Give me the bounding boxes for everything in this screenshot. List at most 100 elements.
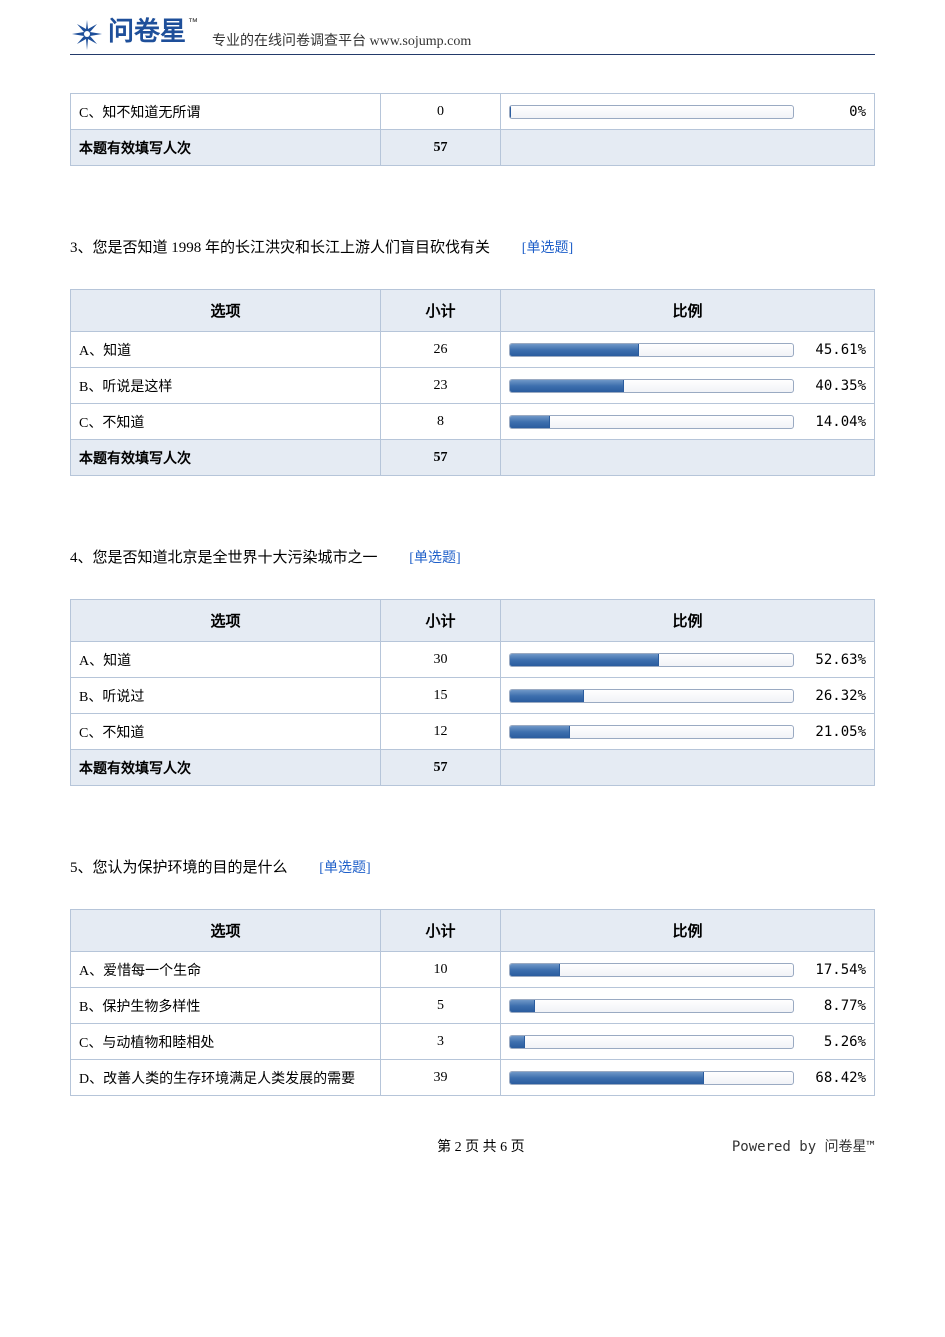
result-table: 选项 小计 比例 A、知道 30 52.63% B、听说过 15 26.32% … [70,599,875,786]
option-label: A、知道 [71,332,381,368]
question-text: 您认为保护环境的目的是什么 [93,860,288,876]
ratio-bar: 0% [509,104,866,120]
logo-tm: ™ [188,17,198,28]
table-row: D、改善人类的生存环境满足人类发展的需要 39 68.42% [71,1060,875,1096]
question-title: 3、您是否知道 1998 年的长江洪灾和长江上游人们盲目砍伐有关 [单选题] [70,236,875,257]
bar-fill [510,1000,535,1012]
total-count: 57 [381,750,501,786]
total-row: 本题有效填写人次 57 [71,440,875,476]
bar-track [509,105,794,119]
option-count: 8 [381,404,501,440]
header-ratio: 比例 [501,290,875,332]
header-option: 选项 [71,290,381,332]
logo-name: 问卷星 [108,16,186,46]
bar-percent: 52.63% [794,652,866,668]
bar-fill [510,344,639,356]
question-title: 4、您是否知道北京是全世界十大污染城市之一 [单选题] [70,546,875,567]
option-ratio: 26.32% [501,678,875,714]
logo-text: 问卷星™ [108,18,198,44]
bar-track [509,343,794,357]
option-ratio: 40.35% [501,368,875,404]
header-count: 小计 [381,910,501,952]
question-text: 您是否知道北京是全世界十大污染城市之一 [93,550,378,566]
option-count: 12 [381,714,501,750]
option-label: B、听说过 [71,678,381,714]
option-count: 39 [381,1060,501,1096]
table-row: C、与动植物和睦相处 3 5.26% [71,1024,875,1060]
page-footer: 第 2 页 共 6 页 Powered by 问卷星™ [0,1130,945,1170]
total-count: 57 [381,130,501,166]
result-table: 选项 小计 比例 A、知道 26 45.61% B、听说是这样 23 40.35… [70,289,875,476]
bar-percent: 5.26% [794,1034,866,1050]
bar-fill [510,106,511,118]
table-row: B、听说过 15 26.32% [71,678,875,714]
bar-percent: 26.32% [794,688,866,704]
ratio-bar: 40.35% [509,378,866,394]
question-type-tag: [单选题] [522,241,573,256]
question-block: 3、您是否知道 1998 年的长江洪灾和长江上游人们盲目砍伐有关 [单选题] 选… [70,236,875,476]
ratio-bar: 52.63% [509,652,866,668]
brand-logo: 问卷星™ [70,18,198,52]
ratio-bar: 45.61% [509,342,866,358]
header-ratio: 比例 [501,910,875,952]
option-label: C、不知道 [71,404,381,440]
bar-percent: 68.42% [794,1070,866,1086]
option-ratio: 17.54% [501,952,875,988]
option-ratio: 68.42% [501,1060,875,1096]
bar-fill [510,726,570,738]
bar-fill [510,964,560,976]
table-row: B、保护生物多样性 5 8.77% [71,988,875,1024]
ratio-bar: 17.54% [509,962,866,978]
table-row: A、知道 26 45.61% [71,332,875,368]
bar-track [509,725,794,739]
table-header-row: 选项 小计 比例 [71,600,875,642]
table-row: C、知不知道无所谓 0 0% [71,94,875,130]
header-option: 选项 [71,910,381,952]
ratio-bar: 26.32% [509,688,866,704]
page-header: 问卷星™ 专业的在线问卷调查平台 www.sojump.com [70,18,875,55]
table-row: C、不知道 8 14.04% [71,404,875,440]
bar-percent: 17.54% [794,962,866,978]
question-block: 5、您认为保护环境的目的是什么 [单选题] 选项 小计 比例 A、爱惜每一个生命… [70,856,875,1096]
option-count: 26 [381,332,501,368]
option-ratio: 52.63% [501,642,875,678]
option-label: C、与动植物和睦相处 [71,1024,381,1060]
bar-percent: 8.77% [794,998,866,1014]
bar-percent: 0% [794,104,866,120]
table-row: B、听说是这样 23 40.35% [71,368,875,404]
option-label: C、知不知道无所谓 [71,94,381,130]
option-count: 23 [381,368,501,404]
bar-track [509,379,794,393]
bar-fill [510,1036,525,1048]
table-header-row: 选项 小计 比例 [71,910,875,952]
ratio-bar: 68.42% [509,1070,866,1086]
bar-fill [510,380,624,392]
bar-track [509,1035,794,1049]
bar-track [509,963,794,977]
option-count: 0 [381,94,501,130]
option-ratio: 21.05% [501,714,875,750]
question-block: 4、您是否知道北京是全世界十大污染城市之一 [单选题] 选项 小计 比例 A、知… [70,546,875,786]
option-ratio: 14.04% [501,404,875,440]
bar-fill [510,416,550,428]
total-ratio-empty [501,750,875,786]
question-number: 3、 [70,240,93,256]
bar-track [509,653,794,667]
logo-icon [70,18,104,52]
question-title: 5、您认为保护环境的目的是什么 [单选题] [70,856,875,877]
bar-track [509,1071,794,1085]
bar-track [509,999,794,1013]
total-row: 本题有效填写人次 57 [71,130,875,166]
total-label: 本题有效填写人次 [71,130,381,166]
bar-fill [510,1072,704,1084]
option-count: 30 [381,642,501,678]
bar-percent: 14.04% [794,414,866,430]
question-text: 您是否知道 1998 年的长江洪灾和长江上游人们盲目砍伐有关 [93,240,491,256]
bar-fill [510,654,659,666]
table-header-row: 选项 小计 比例 [71,290,875,332]
total-ratio-empty [501,440,875,476]
question-number: 5、 [70,860,93,876]
header-option: 选项 [71,600,381,642]
page-info: 第 2 页 共 6 页 [230,1136,732,1156]
option-label: A、知道 [71,642,381,678]
